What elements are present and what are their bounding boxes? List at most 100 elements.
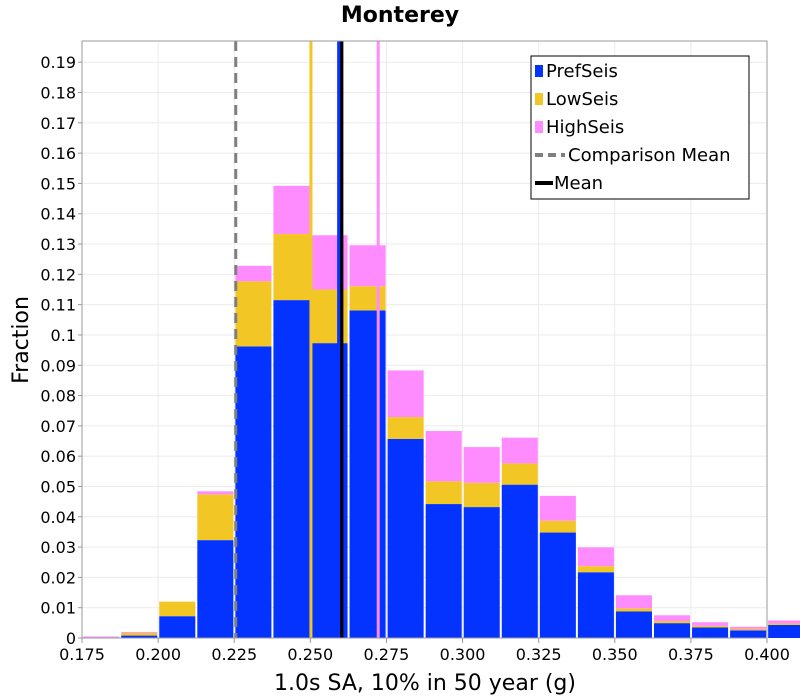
bar-highseis bbox=[653, 615, 691, 622]
x-tick-label: 0.300 bbox=[440, 645, 486, 664]
x-tick-label: 0.225 bbox=[211, 645, 257, 664]
bar-highseis bbox=[83, 636, 120, 638]
bar-prefseis bbox=[768, 624, 800, 638]
bar-highseis bbox=[197, 491, 234, 495]
y-tick-label: 0.03 bbox=[40, 538, 76, 557]
legend-swatch-lowseis bbox=[535, 93, 543, 105]
y-tick-label: 0.04 bbox=[40, 508, 76, 527]
y-tick-label: 0.06 bbox=[40, 447, 76, 466]
bar-prefseis bbox=[692, 627, 729, 638]
y-tick-label: 0.05 bbox=[40, 477, 76, 496]
bar-lowseis bbox=[768, 623, 800, 625]
y-tick-label: 0.14 bbox=[40, 205, 76, 224]
y-axis-ticks: 0 0.01 0.02 0.03 0.04 0.05 0.06 0.07 0.08 0.09 0.1… bbox=[40, 53, 82, 648]
bar-highseis bbox=[273, 185, 310, 235]
y-tick-label: 0.17 bbox=[40, 114, 76, 133]
x-tick-label: 0.350 bbox=[592, 645, 638, 664]
bar-lowseis bbox=[653, 621, 691, 624]
mean-lines bbox=[234, 41, 380, 638]
bar-highseis bbox=[349, 245, 386, 287]
bar-lowseis bbox=[235, 281, 272, 347]
legend-box bbox=[530, 55, 750, 200]
bar-lowseis bbox=[692, 625, 729, 628]
bar-prefseis bbox=[463, 507, 500, 638]
y-tick-label: 0.08 bbox=[40, 387, 76, 406]
bar-prefseis bbox=[501, 484, 538, 638]
x-axis-label: 1.0s SA, 10% in 50 year (g) bbox=[274, 671, 576, 696]
y-tick-label: 0.11 bbox=[40, 296, 76, 315]
bar-lowseis bbox=[539, 520, 576, 533]
x-tick-label: 0.275 bbox=[364, 645, 410, 664]
legend-label: LowSeis bbox=[546, 89, 618, 110]
x-tick-label: 0.250 bbox=[287, 645, 333, 664]
bar-lowseis bbox=[425, 481, 462, 505]
x-axis-ticks: 0.175 0.200 0.225 0.250 0.275 0.300 0.325 0.350… bbox=[59, 638, 790, 664]
bar-lowseis bbox=[197, 494, 234, 541]
bar-lowseis bbox=[730, 628, 767, 631]
y-axis-label: Fraction bbox=[9, 296, 34, 384]
bar-lowseis bbox=[349, 286, 386, 311]
bar-lowseis bbox=[159, 601, 196, 617]
bar-highseis bbox=[615, 595, 652, 609]
legend: PrefSeis LowSeis HighSeis Comparison Mean Me… bbox=[530, 55, 750, 200]
y-tick-label: 0.02 bbox=[40, 568, 76, 587]
bar-highseis bbox=[768, 620, 800, 624]
bar-highseis bbox=[121, 631, 158, 633]
bar-highseis bbox=[387, 370, 424, 418]
legend-label: Comparison Mean bbox=[568, 145, 731, 166]
bar-prefseis bbox=[349, 310, 386, 638]
x-tick-label: 0.325 bbox=[516, 645, 562, 664]
bar-prefseis bbox=[539, 532, 576, 638]
bar-lowseis bbox=[577, 566, 614, 573]
x-tick-label: 0.400 bbox=[744, 645, 790, 664]
bar-prefseis bbox=[653, 623, 691, 638]
bar-prefseis bbox=[387, 438, 424, 638]
bar-highseis bbox=[425, 431, 462, 482]
legend-label: HighSeis bbox=[546, 117, 624, 138]
bars bbox=[83, 185, 800, 638]
bar-highseis bbox=[539, 495, 576, 521]
bar-prefseis bbox=[425, 504, 462, 638]
bar-lowseis bbox=[463, 482, 500, 508]
x-tick-label: 0.175 bbox=[59, 645, 105, 664]
legend-label: PrefSeis bbox=[546, 61, 618, 82]
y-tick-label: 0.1 bbox=[51, 326, 76, 345]
chart-title: Monterey bbox=[341, 3, 459, 28]
bar-lowseis bbox=[387, 417, 424, 439]
bar-prefseis bbox=[730, 630, 767, 638]
y-tick-label: 0.16 bbox=[40, 144, 76, 163]
bar-prefseis bbox=[235, 346, 272, 638]
y-tick-label: 0.01 bbox=[40, 599, 76, 618]
legend-swatch-highseis bbox=[535, 121, 543, 133]
bar-highseis bbox=[730, 626, 767, 629]
y-tick-label: 0.07 bbox=[40, 417, 76, 436]
bar-lowseis bbox=[273, 234, 310, 301]
bar-prefseis bbox=[121, 635, 158, 638]
y-tick-label: 0.09 bbox=[40, 356, 76, 375]
legend-label: Mean bbox=[554, 173, 603, 194]
legend-swatch-prefseis bbox=[535, 65, 543, 77]
bar-prefseis bbox=[159, 616, 196, 638]
bar-highseis bbox=[692, 622, 729, 626]
bar-highseis bbox=[501, 437, 538, 464]
bar-lowseis bbox=[121, 632, 158, 636]
bar-highseis bbox=[463, 447, 500, 483]
bar-prefseis bbox=[273, 300, 310, 638]
plot-frame bbox=[81, 40, 768, 639]
bar-lowseis bbox=[615, 608, 652, 612]
y-tick-label: 0 bbox=[66, 629, 76, 648]
bar-prefseis bbox=[197, 540, 234, 638]
y-tick-label: 0.13 bbox=[40, 235, 76, 254]
x-tick-label: 0.375 bbox=[668, 645, 714, 664]
y-tick-label: 0.15 bbox=[40, 174, 76, 193]
y-tick-label: 0.12 bbox=[40, 265, 76, 284]
bar-highseis bbox=[235, 265, 272, 282]
bar-lowseis bbox=[501, 463, 538, 485]
bar-prefseis bbox=[577, 572, 614, 638]
y-tick-label: 0.19 bbox=[40, 53, 76, 72]
bar-prefseis bbox=[615, 611, 652, 638]
bar-highseis bbox=[577, 547, 614, 567]
x-tick-label: 0.200 bbox=[135, 645, 181, 664]
y-tick-label: 0.18 bbox=[40, 84, 76, 103]
